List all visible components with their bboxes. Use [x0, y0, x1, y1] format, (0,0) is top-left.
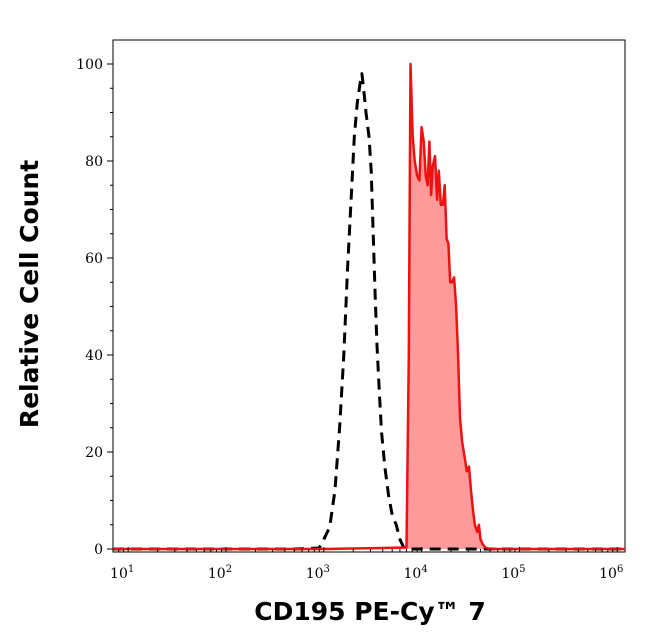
x-tick-label: 104: [404, 564, 428, 582]
x-tick-label: 103: [306, 564, 330, 582]
y-tick-label: 20: [85, 445, 103, 461]
x-tick-label: 105: [501, 564, 525, 582]
y-axis: 0 20 40 60 80 100: [76, 57, 113, 558]
y-tick-label: 100: [76, 57, 103, 73]
y-tick-label: 40: [85, 348, 103, 364]
y-tick-label: 60: [85, 251, 103, 267]
x-axis: 101 102 103 104 105 106: [110, 547, 623, 582]
series-1-line: [113, 72, 625, 551]
x-axis-title: CD195 PE-Cy™ 7: [254, 597, 486, 626]
y-tick-label: 0: [94, 542, 103, 558]
x-tick-label: 102: [208, 564, 232, 582]
x-tick-label: 101: [110, 564, 134, 582]
y-tick-label: 80: [85, 154, 103, 170]
plot-frame: [112, 39, 626, 553]
x-tick-label: 106: [599, 564, 623, 582]
series-layer: [113, 62, 625, 551]
y-axis-title: Relative Cell Count: [15, 160, 44, 428]
series-2-line: [113, 62, 625, 551]
